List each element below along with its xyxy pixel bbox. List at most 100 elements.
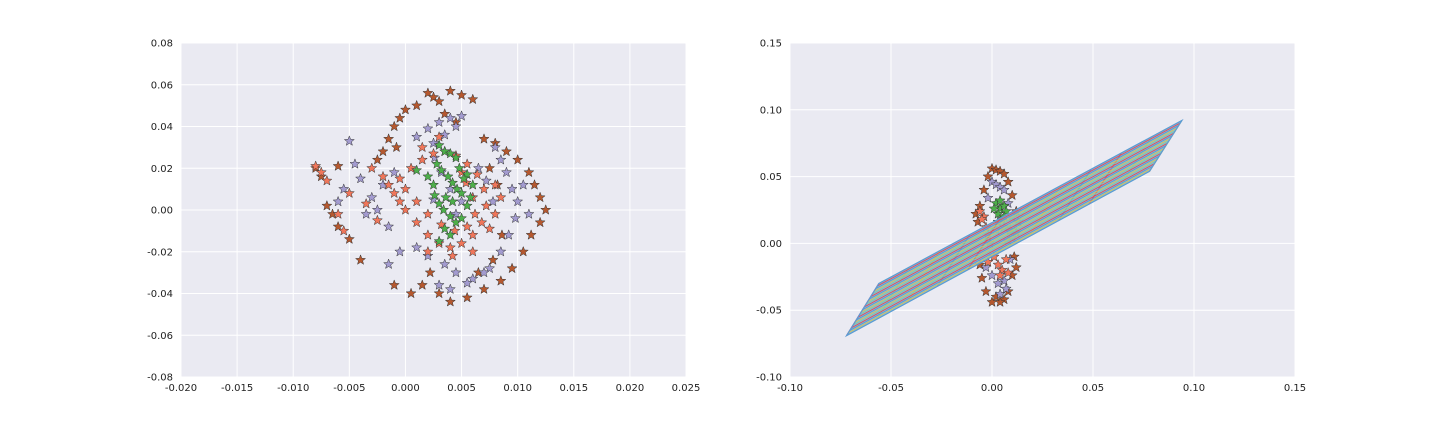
scatter-point-brown	[444, 85, 456, 96]
scatter-point-salmon	[399, 183, 412, 194]
scatter-point-brown	[343, 233, 355, 245]
scatter-point-brown	[399, 103, 412, 115]
plane-wire	[865, 140, 1170, 305]
x-tick-label: 0.020	[616, 383, 645, 394]
x-tick-label: 0.025	[672, 383, 701, 394]
plane-wire	[852, 160, 1157, 326]
scatter-point-brown	[354, 254, 367, 265]
scatter-point-salmon	[399, 204, 412, 215]
y-tick-label: -0.04	[147, 289, 173, 300]
scatter-point-brown	[540, 204, 552, 215]
scatter-point-purple	[349, 158, 361, 169]
scatter-point-purple	[433, 116, 445, 128]
x-tick-label: -0.010	[277, 383, 309, 394]
scatter-point-green	[433, 139, 445, 151]
scatter-point-brown	[478, 133, 490, 144]
scatter-point-brown	[371, 153, 384, 165]
scatter-point-salmon	[338, 224, 350, 236]
scatter-point-brown	[495, 275, 507, 286]
plane-wire	[875, 125, 1179, 290]
x-tick-label: 0.00	[981, 383, 1003, 394]
scatter-point-salmon	[467, 229, 479, 240]
scatter-point-salmon	[411, 216, 423, 228]
scatter-point-purple	[411, 131, 423, 142]
scatter-point-purple	[450, 266, 462, 278]
scatter-point-salmon	[422, 245, 434, 257]
scatter-point-green	[446, 176, 459, 188]
plane-wire	[864, 142, 1168, 308]
scatter-point-green	[444, 229, 456, 240]
scatter-point-purple	[500, 166, 513, 178]
scatter-point-salmon	[1000, 253, 1012, 265]
scatter-point-brown	[976, 272, 988, 283]
scatter-point-brown	[500, 145, 513, 157]
scatter-point-salmon	[449, 224, 461, 236]
scatter-point-brown	[1002, 176, 1014, 187]
scatter-point-green	[442, 170, 454, 182]
plane-wire	[857, 153, 1162, 318]
scatter-point-purple	[343, 135, 355, 146]
scatter-point-salmon	[489, 179, 501, 190]
scatter-point-green	[464, 191, 477, 203]
scatter-point-green	[458, 172, 470, 184]
scatter-point-salmon	[455, 237, 468, 249]
scatter-point-purple	[517, 179, 529, 190]
scatter-point-green	[439, 145, 451, 157]
scatter-point-brown	[332, 220, 344, 232]
scatter-point-purple	[444, 283, 456, 295]
left-scatter-plot: -0.020 -0.015 -0.010 -0.005 0.000 0.005 0.010 0…	[147, 39, 700, 395]
y-tick-label: 0.00	[760, 239, 782, 250]
y-tick-label: -0.02	[147, 247, 173, 258]
scatter-point-green	[467, 179, 479, 190]
scatter-point-salmon	[974, 205, 986, 217]
y-tick-label: -0.05	[756, 306, 782, 317]
scatter-point-brown	[332, 160, 344, 171]
scatter-point-green	[455, 187, 468, 199]
x-tick-label: 0.05	[1082, 383, 1104, 394]
scatter-point-purple	[439, 258, 451, 270]
y-tick-label: 0.02	[151, 164, 173, 175]
scatter-point-brown	[388, 120, 400, 132]
y-tick-label: 0.15	[760, 39, 782, 50]
scatter-point-brown	[487, 254, 499, 265]
scatter-point-purple	[461, 277, 473, 288]
scatter-point-purple	[467, 272, 479, 284]
plane-wire	[847, 168, 1152, 334]
scatter-point-green	[431, 158, 443, 169]
scatter-point-green	[998, 200, 1010, 211]
scatter-point-salmon	[461, 220, 473, 232]
scatter-point-purple	[388, 166, 400, 178]
scatter-point-salmon	[433, 131, 445, 142]
scatter-point-salmon	[467, 245, 479, 257]
scatter-point-purple	[422, 250, 434, 261]
scatter-point-brown	[394, 112, 406, 123]
scatter-point-brown	[523, 166, 535, 178]
scatter-point-green	[439, 222, 451, 234]
scatter-point-green	[450, 151, 462, 163]
scatter-point-salmon	[416, 153, 428, 165]
scatter-point-green	[422, 170, 434, 182]
plane-wire	[856, 155, 1160, 321]
scatter-point-salmon	[394, 195, 406, 207]
scatter-point-green	[461, 199, 473, 211]
scatter-point-brown	[534, 191, 546, 203]
scatter-point-purple	[444, 112, 456, 123]
scatter-point-salmon	[471, 168, 483, 180]
scatter-point-green	[437, 204, 450, 215]
scatter-point-green	[461, 168, 473, 180]
scatter-point-salmon	[994, 269, 1006, 281]
scatter-point-brown	[315, 170, 327, 182]
scatter-point-brown	[411, 99, 423, 111]
x-tick-label: 0.010	[503, 383, 532, 394]
scatter-point-purple	[509, 212, 522, 224]
scatter-point-green	[994, 194, 1006, 206]
plane-wire	[860, 147, 1165, 313]
x-tick-label: 0.015	[559, 383, 588, 394]
scatter-point-purple	[338, 183, 350, 194]
scatter-point-purple	[382, 220, 395, 232]
scatter-point-purple	[427, 137, 440, 148]
scatter-point-brown	[512, 153, 524, 165]
scatter-point-brown	[416, 279, 428, 290]
scatter-point-green	[446, 195, 459, 207]
scatter-point-purple	[472, 162, 485, 174]
